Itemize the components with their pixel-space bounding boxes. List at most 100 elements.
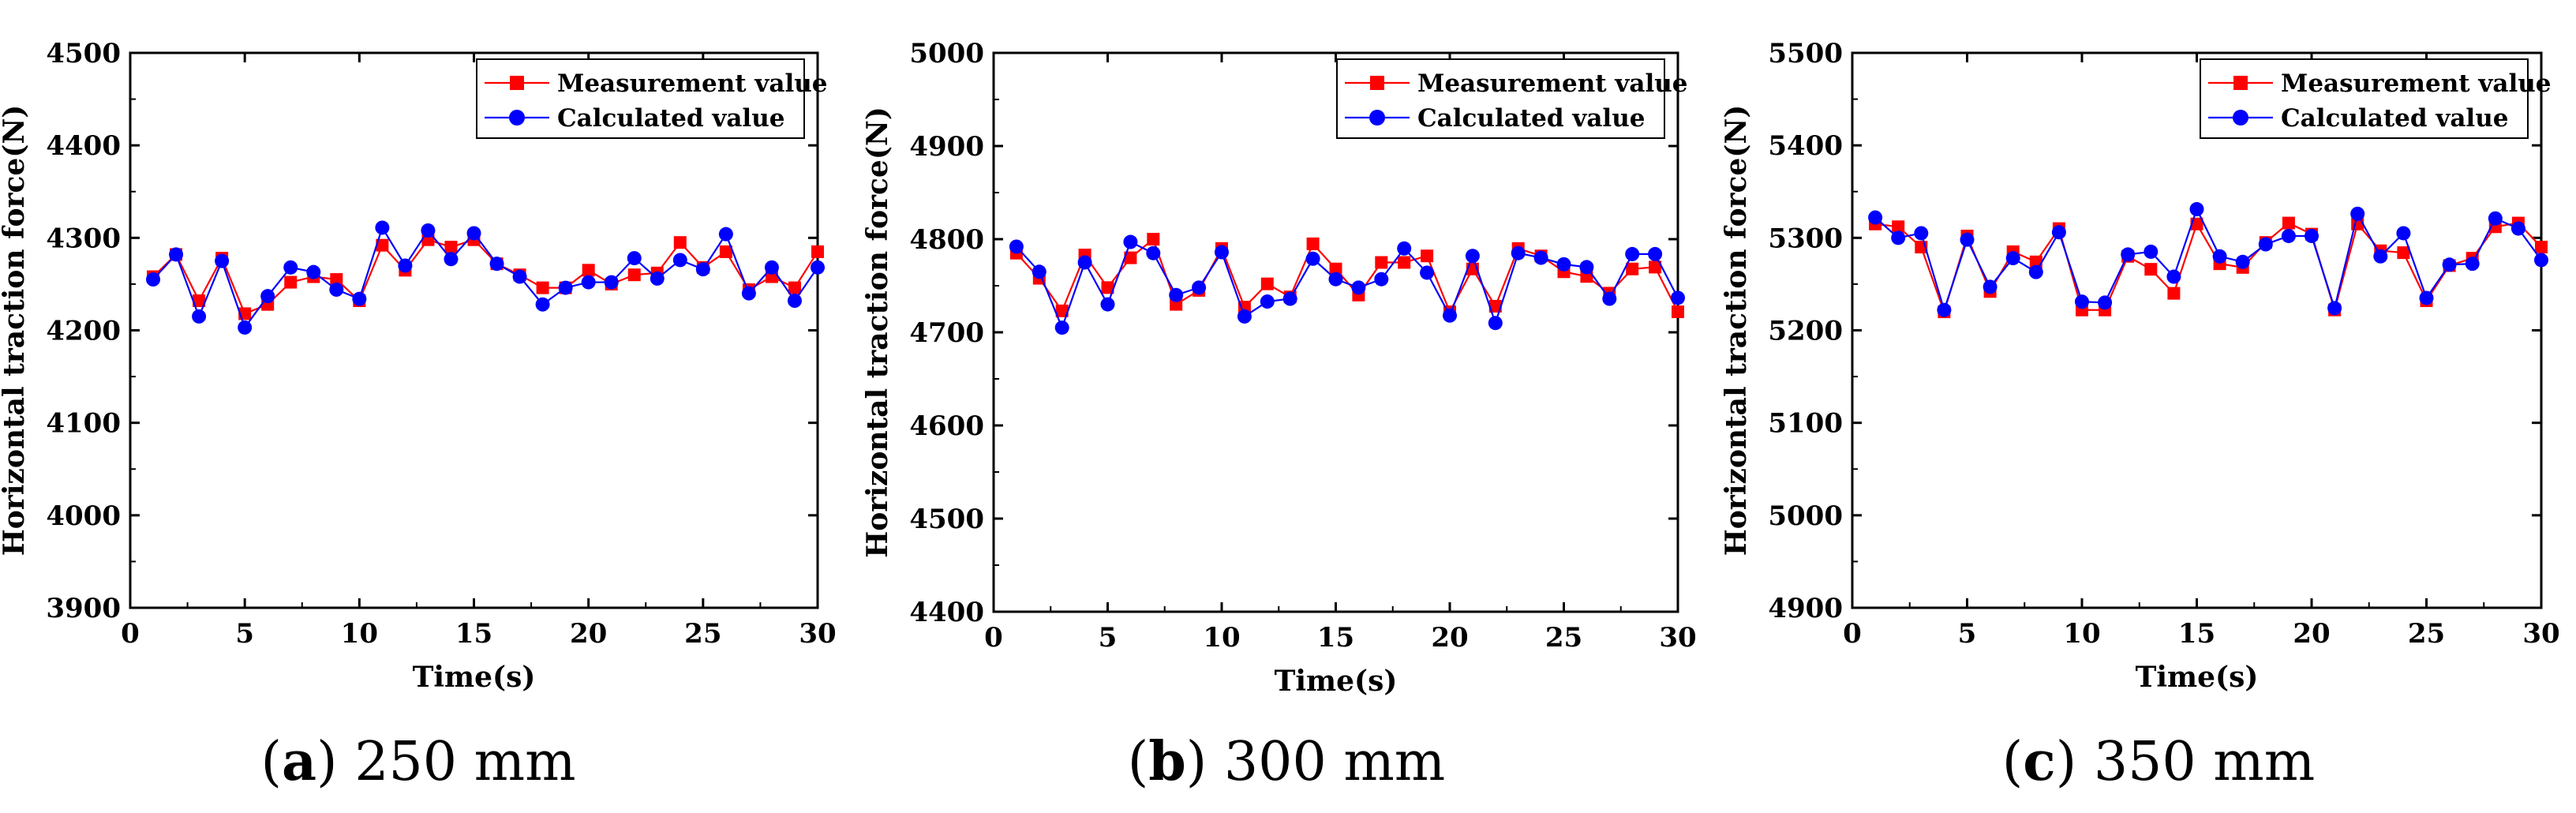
data-point-measurement	[1626, 262, 1639, 275]
x-tick-label: 0	[1843, 618, 1862, 650]
data-point-calculated	[2442, 257, 2457, 272]
data-point-calculated	[672, 253, 687, 268]
data-point-measurement	[444, 241, 458, 254]
y-tick-label: 4900	[1768, 593, 1843, 624]
data-point-measurement	[582, 264, 595, 277]
series-line-calculated	[1874, 207, 2542, 313]
data-point-calculated	[1374, 272, 1389, 287]
data-point-calculated	[718, 227, 733, 242]
caption-text: 250 mm	[354, 731, 575, 793]
data-point-calculated	[2051, 225, 2066, 240]
data-point-calculated	[2305, 228, 2319, 243]
data-point-measurement	[193, 294, 206, 308]
y-tick-label: 5100	[1768, 408, 1843, 440]
data-point-measurement	[536, 281, 549, 294]
panel-caption: (b) 300 mm	[1128, 730, 1446, 793]
panel-caption: (a) 250 mm	[260, 730, 575, 793]
data-point-calculated	[306, 264, 321, 279]
y-tick-label: 5000	[1768, 500, 1843, 532]
data-point-calculated	[2258, 237, 2273, 252]
y-tick-label: 5300	[1768, 223, 1843, 254]
data-point-measurement	[1329, 262, 1342, 275]
data-point-calculated	[466, 226, 481, 241]
data-point-measurement	[673, 236, 687, 249]
x-tick-label: 10	[1203, 622, 1240, 654]
data-point-calculated	[192, 309, 207, 324]
data-point-calculated	[260, 289, 275, 304]
data-point-calculated	[558, 280, 573, 295]
data-point-calculated	[1328, 272, 1343, 287]
x-tick-label: 25	[684, 618, 721, 650]
x-tick-label: 25	[2408, 618, 2445, 650]
data-point-measurement	[627, 268, 641, 282]
data-point-calculated	[1488, 316, 1503, 331]
data-point-calculated	[1533, 250, 1548, 265]
x-axis-label: Time(s)	[413, 661, 536, 694]
chart-a: 0 5 10 15 20 25 30 3900 4000 4100 4200 4300 4400 4500…	[0, 38, 837, 793]
y-tick-label: 5500	[1768, 38, 1843, 69]
y-tick-label: 4300	[46, 223, 121, 254]
y-tick-label: 5200	[1768, 316, 1843, 347]
series-line-measurement	[152, 238, 818, 315]
data-point-calculated	[1260, 294, 1275, 309]
x-tick-label: 0	[984, 622, 1003, 654]
legend: Measurement value Calculated value	[2200, 58, 2551, 139]
y-tick-label: 4600	[909, 410, 984, 442]
data-point-calculated	[2534, 253, 2548, 268]
data-point-measurement	[2535, 241, 2548, 254]
data-point-calculated	[2121, 247, 2136, 262]
data-point-calculated	[1556, 257, 1571, 272]
data-point-calculated	[1465, 249, 1480, 264]
y-tick-label: 4500	[46, 38, 121, 69]
caption-paren-close: )	[316, 731, 354, 793]
data-point-calculated	[1625, 246, 1640, 261]
data-point-calculated	[535, 297, 550, 312]
data-point-calculated	[1169, 287, 1184, 302]
y-tick-label: 4800	[909, 224, 984, 256]
data-point-calculated	[2235, 254, 2250, 269]
data-point-calculated	[1960, 232, 1975, 247]
legend-box	[1336, 58, 1665, 139]
data-point-measurement	[1398, 256, 1411, 269]
data-point-measurement	[2282, 216, 2295, 230]
data-point-measurement	[1421, 249, 1434, 263]
data-point-calculated	[787, 294, 802, 309]
caption-letter: b	[1148, 730, 1186, 793]
y-tick-label: 4500	[909, 504, 984, 535]
data-point-calculated	[2098, 295, 2113, 310]
data-point-measurement	[2397, 246, 2410, 260]
data-point-calculated	[2144, 244, 2159, 259]
data-point-measurement	[1147, 233, 1160, 245]
caption-text: 300 mm	[1224, 731, 1445, 793]
data-point-calculated	[2005, 251, 2020, 266]
data-point-calculated	[2350, 206, 2365, 221]
y-tick-label: 3900	[46, 593, 121, 624]
x-tick-label: 5	[235, 618, 254, 650]
data-point-measurement	[2167, 287, 2181, 300]
legend-marker-circle	[2233, 110, 2248, 126]
legend-label: Calculated value	[1417, 104, 1645, 133]
x-tick-label: 10	[2063, 618, 2100, 650]
data-point-calculated	[1602, 291, 1617, 306]
caption-paren-close: )	[2056, 731, 2094, 793]
legend: Measurement value Calculated value	[1336, 58, 1687, 139]
data-point-calculated	[2189, 202, 2204, 217]
caption-letter: a	[282, 730, 316, 793]
legend-label: Calculated value	[2281, 104, 2508, 133]
y-axis-label: Horizontal traction force(N)	[0, 105, 31, 556]
data-point-calculated	[398, 258, 413, 273]
y-tick-label: 4000	[46, 500, 121, 532]
data-point-calculated	[811, 260, 825, 275]
data-point-calculated	[627, 251, 642, 266]
panel-caption: (c) 350 mm	[2002, 730, 2315, 793]
data-point-calculated	[2488, 211, 2503, 226]
data-point-calculated	[375, 220, 390, 235]
data-point-calculated	[2510, 221, 2525, 236]
data-point-measurement	[330, 273, 343, 287]
data-point-measurement	[1892, 220, 1905, 234]
y-tick-label: 4400	[909, 597, 984, 628]
y-tick-label: 4100	[46, 408, 121, 440]
data-point-measurement	[788, 281, 801, 294]
data-point-measurement	[1672, 305, 1684, 319]
data-point-calculated	[1397, 241, 1412, 256]
